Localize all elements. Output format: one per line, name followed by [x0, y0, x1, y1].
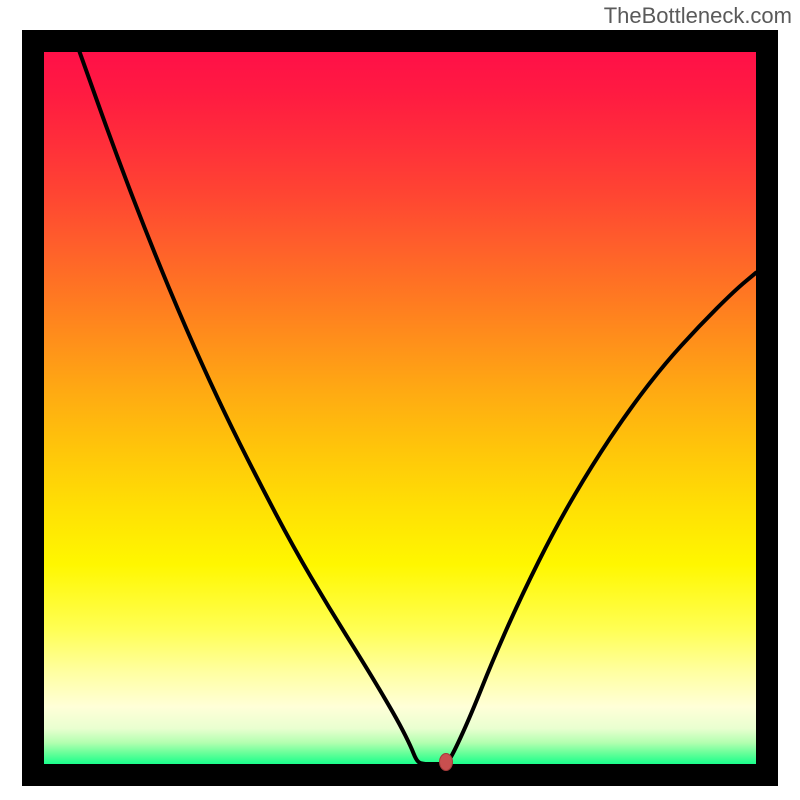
chart-frame: TheBottleneck.com [0, 0, 800, 800]
watermark-text: TheBottleneck.com [604, 3, 792, 29]
border-left [22, 30, 44, 786]
gradient-background [44, 52, 756, 764]
border-top [22, 30, 778, 52]
chart-svg [44, 52, 756, 764]
plot-area [44, 52, 756, 764]
border-right [756, 30, 778, 786]
border-bottom [22, 764, 778, 786]
